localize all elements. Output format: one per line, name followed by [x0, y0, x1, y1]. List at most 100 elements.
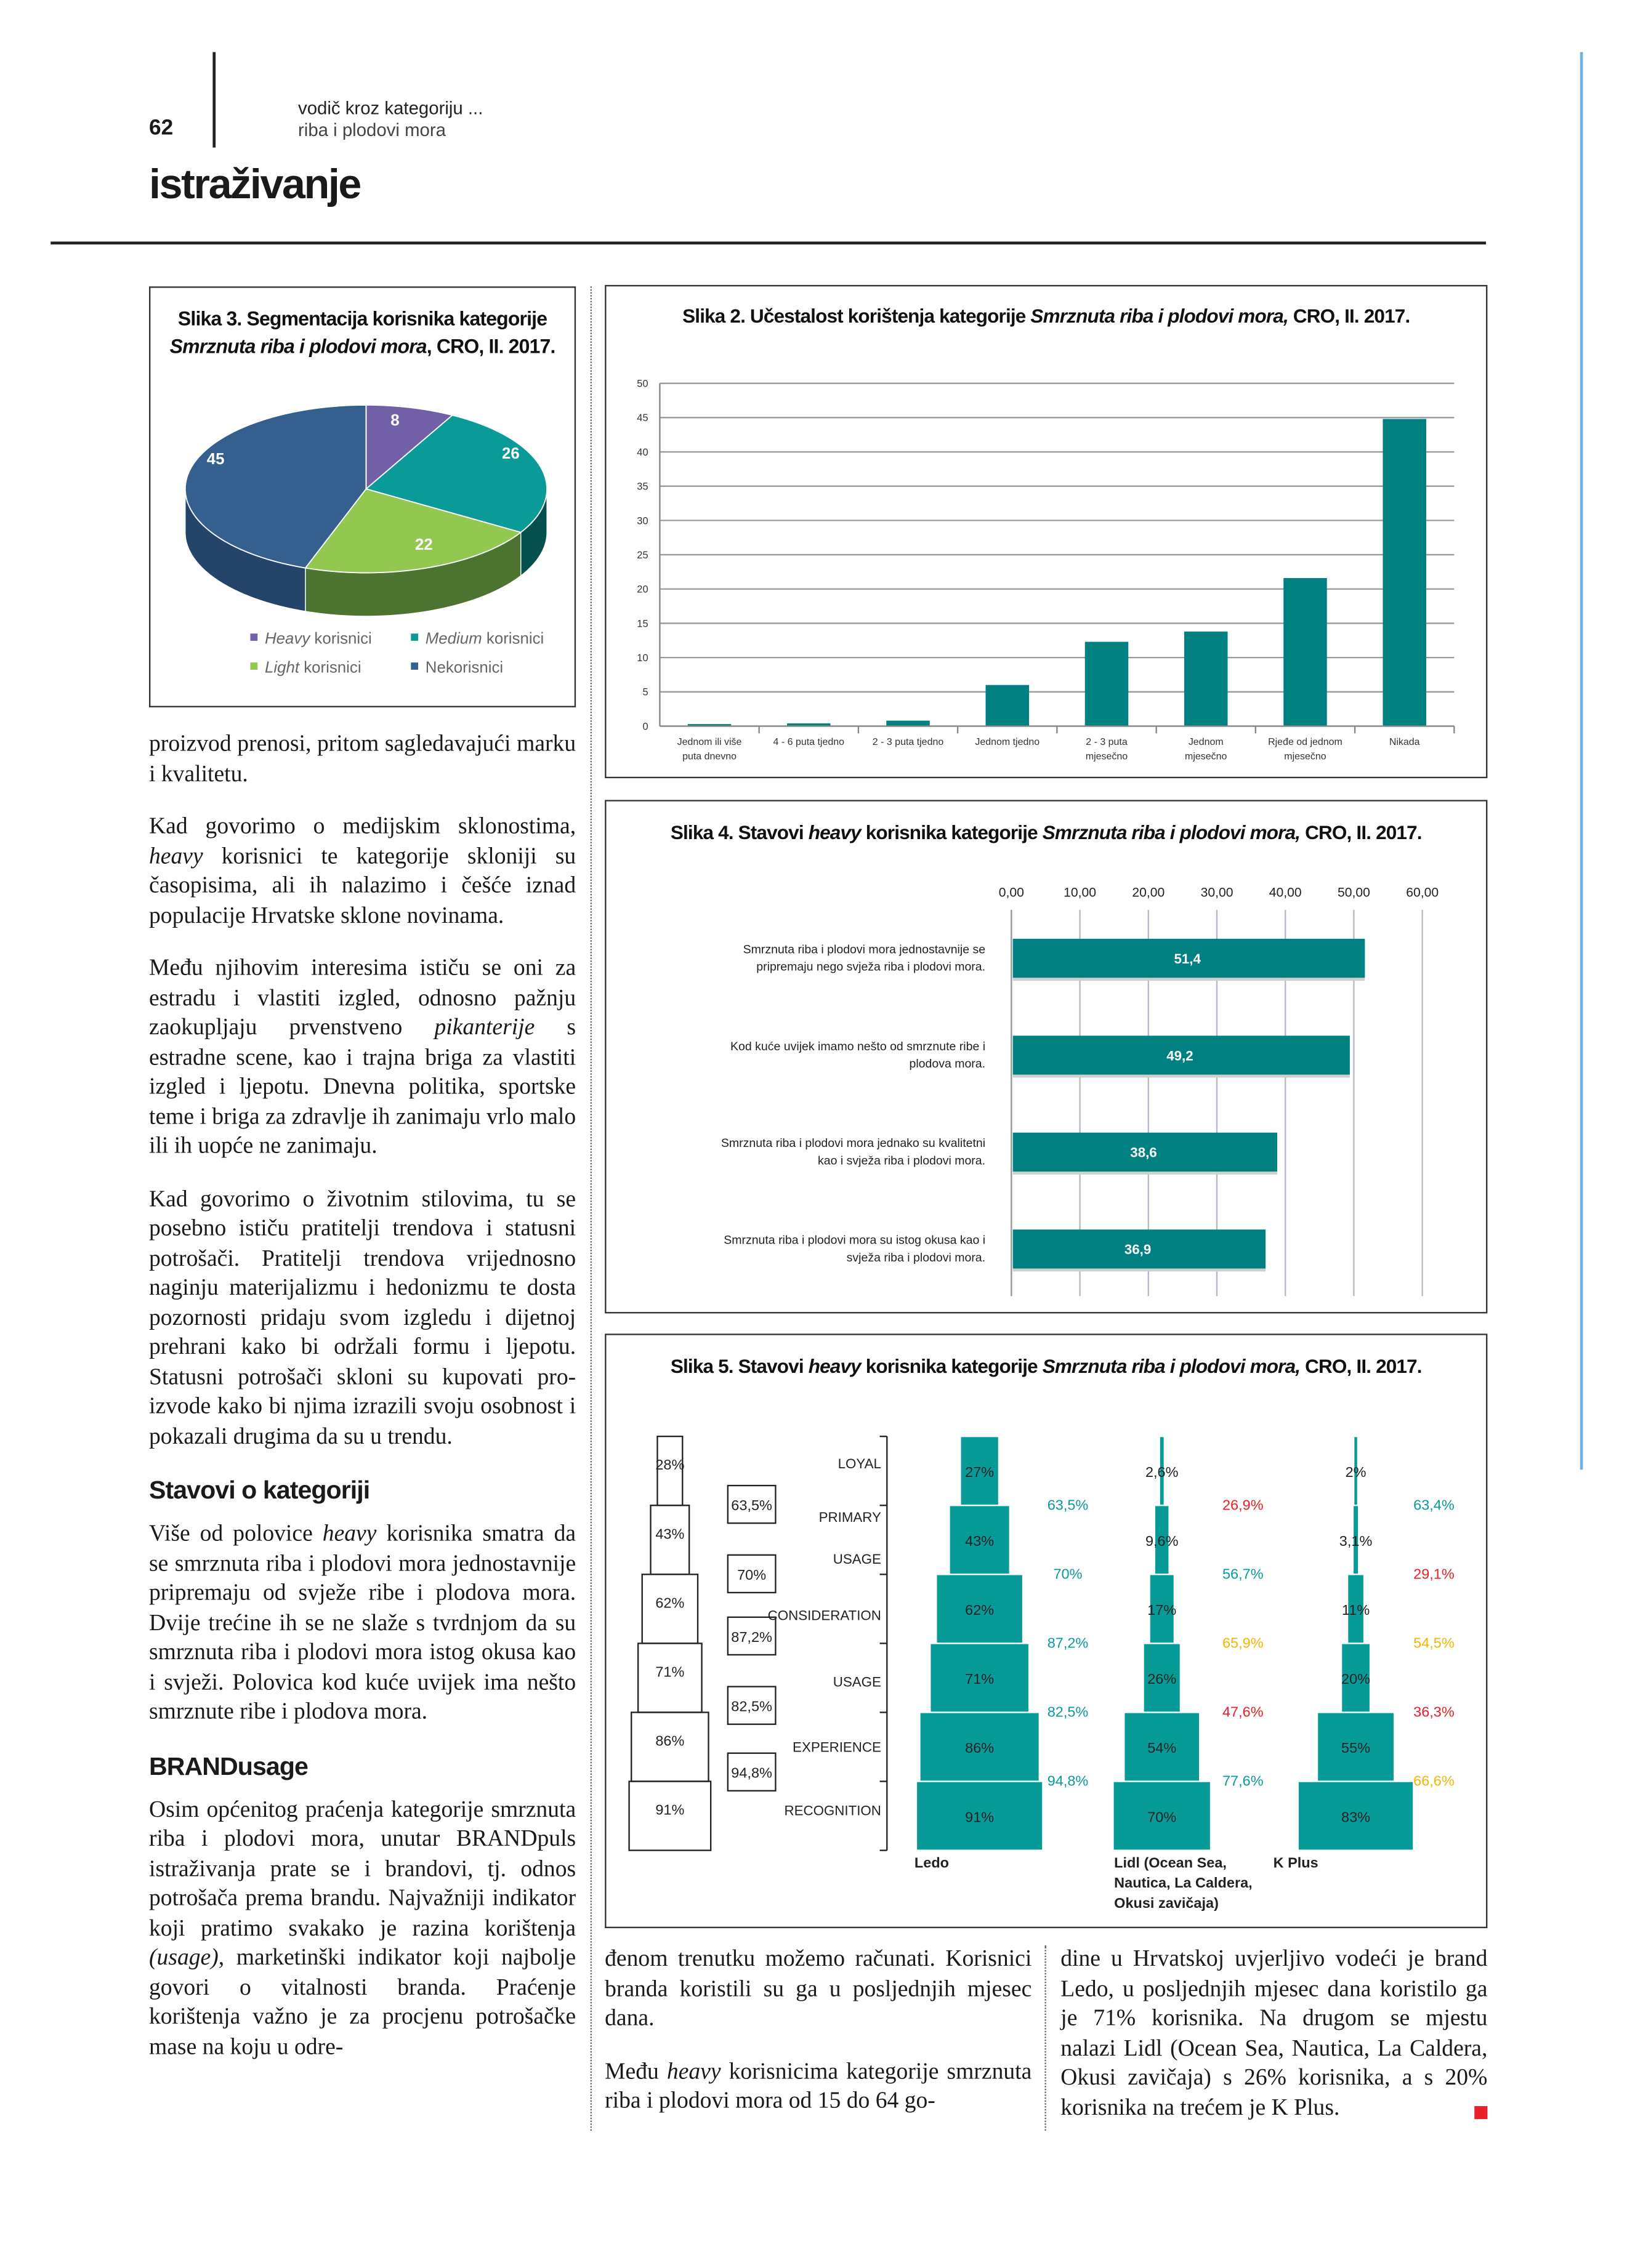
funnel-brand-step [931, 1644, 1028, 1712]
text-run: korisnicima kategorije smr­znuta riba i … [605, 2059, 1032, 2113]
text-run: Kad govorimo o životnim stilovima, tu se… [149, 1186, 576, 1449]
funnel-brand-label: 27% [965, 1464, 994, 1480]
paragraph: Među njihovim interesima ističu se oni z… [149, 955, 576, 1162]
brand-conversion-label: 29,1% [1413, 1566, 1455, 1582]
title-text: Slika 4. Stavovi [670, 821, 809, 843]
conversion-label: 87,2% [731, 1629, 772, 1645]
funnel-brand-step [1160, 1437, 1164, 1505]
category-label: Smrznuta riba i plodovi mora jednako su … [721, 1136, 985, 1150]
bar-data-label: 51,4 [1174, 951, 1201, 967]
conversion-label: 94,8% [731, 1765, 772, 1781]
conversion-label: 82,5% [731, 1699, 772, 1715]
funnel-brand-label: 91% [965, 1809, 994, 1825]
y-tick-label: 40 [637, 447, 648, 458]
conversion-box [727, 1484, 777, 1524]
funnel-chart: 28% 43% 62% 71% 86% 91% 63,5% 70% 87,2% 82,5% 94,8… [628, 1435, 1455, 1911]
column-divider [590, 286, 592, 2131]
end-of-article-mark [1474, 2106, 1488, 2120]
text-run: korisnika smatra da se smrznuta riba i p… [149, 1521, 576, 1724]
conversion-box [727, 1686, 777, 1725]
title-text: Slika 3. Segmentacija korisnika kategori… [177, 308, 547, 330]
funnel-total-label: 43% [655, 1526, 684, 1542]
funnel-total-label: 28% [655, 1457, 684, 1473]
bar-data-label: 36,9 [1124, 1242, 1151, 1257]
text-run: Više od polovice [149, 1521, 323, 1546]
conversion-label: 63,5% [731, 1497, 772, 1513]
funnel-brand-label: 2% [1346, 1464, 1367, 1480]
y-tick-label: 30 [637, 515, 648, 526]
funnel-brand-step [1113, 1782, 1210, 1850]
bar-shadow [1012, 1074, 1350, 1078]
paragraph: Osim općenitog praćenja kategorije smrzn… [149, 1796, 576, 2063]
brand-conversion-label: 36,3% [1413, 1704, 1455, 1720]
y-tick-label: 50 [637, 379, 648, 390]
italic-text: heavy [149, 843, 203, 869]
funnel-total-label: 71% [655, 1663, 684, 1679]
brand-conversion-label: 65,9% [1222, 1635, 1264, 1651]
brand-conversion-label: 66,6% [1413, 1773, 1455, 1789]
legend-label: korisnici [310, 630, 372, 648]
italic-text: heavy [666, 2059, 721, 2084]
funnel-brand-label: 54% [1147, 1740, 1176, 1756]
figure-4-attitudes: Slika 4. Stavovi heavy korisnika kategor… [605, 800, 1488, 1314]
running-title: vodič kroz kategoriju ... [298, 98, 483, 119]
text-run: proizvod prenosi, pritom sagledavajući m… [149, 731, 576, 787]
funnel-brand-step [950, 1506, 1009, 1574]
legend-italic: Medium [425, 630, 482, 648]
funnel-brand-step [920, 1713, 1039, 1781]
funnel-brand-label: 70% [1147, 1809, 1176, 1825]
funnel-level-label: CONSIDERATION [768, 1608, 881, 1623]
x-tick-label: 0,00 [999, 886, 1024, 900]
legend-item: Medium korisnici [411, 630, 544, 648]
x-tick-label: Jednom ili više [677, 737, 742, 747]
text-run: Kad govorimo o medijskim sklonostima, [149, 814, 576, 839]
pie-slice [365, 404, 454, 491]
pie-slice [304, 488, 522, 574]
funnel-brand-label: 86% [965, 1740, 994, 1756]
funnel-brand-label: 62% [965, 1602, 994, 1618]
brand-conversion-label: 70% [1053, 1566, 1082, 1582]
brand-conversion-label: 54,5% [1413, 1635, 1455, 1651]
title-italic: Smrznuta riba i plodovi mora [169, 336, 427, 358]
bar [1084, 641, 1129, 726]
right-text-column: dine u Hrvatskoj uvjerljivo vodeći je br… [1060, 1945, 1487, 2147]
figure-2-title: Slika 2. Učestalost korištenja kategorij… [606, 305, 1486, 327]
title-text: CRO, II. 2017. [1300, 1355, 1422, 1377]
text-run: đenom trenutku možemo računati. Kori­sni… [605, 1947, 1032, 2031]
pie-data-label: 8 [390, 412, 399, 429]
funnel-brand-step [1124, 1713, 1199, 1781]
italic-text: (usage) [149, 1945, 219, 1971]
running-subtitle: riba i plodovi mora [298, 120, 446, 140]
funnel-brand-label: 20% [1341, 1671, 1370, 1687]
text-run: s estradne scene, kao i trajna briga za … [149, 1015, 576, 1159]
x-tick-label: mjesečno [1284, 752, 1326, 762]
category-label: Smrznuta riba i plodovi mora jednostavni… [743, 943, 985, 956]
running-header: vodič kroz kategoriju ... riba i plodovi… [298, 99, 483, 142]
heading-stavovi: Stavovi o kategoriji [149, 1475, 370, 1505]
conversion-box [727, 1616, 777, 1656]
x-tick-label: Rjeđe od jednom [1268, 737, 1342, 747]
column-divider [1044, 1945, 1046, 2131]
pie-slice [184, 404, 367, 569]
paragraph: Više od polovice heavy korisnika smatra … [149, 1520, 576, 1727]
x-tick-label: puta dnevno [682, 752, 737, 762]
text-run: , marketinški indikator koji najbolje go… [149, 1945, 576, 2059]
funnel-total-label: 62% [655, 1594, 684, 1611]
bar [1184, 631, 1228, 726]
title-text: CRO, II. 2017. [1300, 821, 1422, 843]
x-tick-label: 10,00 [1064, 886, 1096, 900]
pie-data-label: 26 [502, 445, 520, 462]
text-run: Osim općenitog praćenja kategorije smrzn… [149, 1797, 576, 1940]
conversion-box [727, 1752, 777, 1791]
figure-5-title: Slika 5. Stavovi heavy korisnika kategor… [606, 1356, 1486, 1377]
funnel-total-label: 86% [655, 1732, 684, 1748]
brand-name: Lidl (Ocean Sea, [1114, 1854, 1227, 1870]
funnel-brand-label: 71% [965, 1671, 994, 1687]
pie-slice [365, 414, 548, 533]
category-label: plodova mora. [909, 1057, 985, 1071]
funnel-level-label: RECOGNITION [784, 1803, 881, 1819]
legend-swatch [250, 633, 258, 641]
title-text: korisnika kategorije [860, 1355, 1043, 1377]
bar [1283, 577, 1327, 726]
section-title: istraživanje [149, 162, 361, 209]
